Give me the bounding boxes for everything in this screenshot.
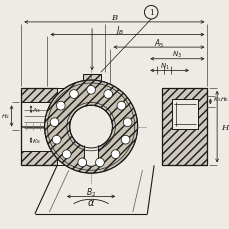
Circle shape <box>78 158 86 167</box>
Text: $A_5$: $A_5$ <box>153 37 164 49</box>
Text: $K_5$: $K_5$ <box>212 95 221 104</box>
Text: $B_2$: $B_2$ <box>86 185 96 198</box>
Polygon shape <box>84 145 98 159</box>
Circle shape <box>121 136 129 144</box>
Text: $J_B$: $J_B$ <box>114 24 124 37</box>
Text: $H_6$: $H_6$ <box>219 95 228 104</box>
Text: $\alpha$: $\alpha$ <box>87 197 95 207</box>
Text: $N_3$: $N_3$ <box>172 49 182 60</box>
Wedge shape <box>83 159 98 167</box>
Circle shape <box>62 150 71 159</box>
Circle shape <box>86 86 95 95</box>
Text: 1: 1 <box>148 9 153 17</box>
Polygon shape <box>83 75 100 88</box>
Text: H: H <box>220 123 227 131</box>
Circle shape <box>117 102 125 111</box>
Circle shape <box>104 90 112 99</box>
Polygon shape <box>21 88 57 103</box>
Circle shape <box>111 150 119 159</box>
Polygon shape <box>161 88 207 166</box>
Circle shape <box>50 118 59 127</box>
Bar <box>171 100 197 129</box>
Circle shape <box>95 158 104 167</box>
Circle shape <box>56 102 65 111</box>
Circle shape <box>123 118 131 127</box>
Wedge shape <box>44 81 137 173</box>
Circle shape <box>52 136 61 144</box>
Polygon shape <box>21 151 57 166</box>
Text: $H_2$: $H_2$ <box>1 112 10 121</box>
Circle shape <box>69 106 112 148</box>
Text: $N_1$: $N_1$ <box>159 61 169 71</box>
Circle shape <box>69 90 78 99</box>
Text: B: B <box>111 14 117 22</box>
Text: $A_3$: $A_3$ <box>32 105 41 114</box>
Text: $K_8$: $K_8$ <box>32 136 40 145</box>
